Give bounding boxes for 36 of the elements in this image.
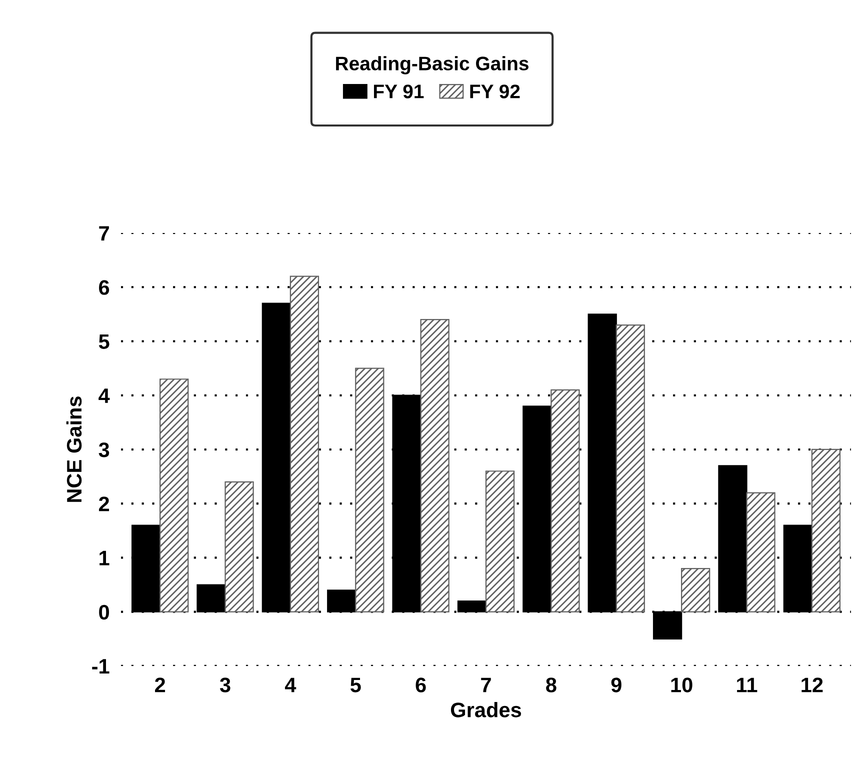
- y-tick-label: 3: [98, 442, 110, 458]
- bar: [160, 378, 189, 612]
- y-axis-title: NCE Gains: [66, 396, 82, 502]
- x-tick-label: 7: [481, 678, 491, 692]
- y-tick-label: 0: [99, 604, 109, 620]
- x-tick-label: 9: [611, 678, 622, 692]
- legend-label: FY 91: [374, 84, 424, 98]
- y-tick-label: 7: [99, 226, 109, 241]
- bar: [811, 448, 841, 612]
- y-tick-label: 4: [98, 388, 110, 403]
- x-tick-label: 10: [671, 678, 692, 692]
- y-tick-label: 1: [100, 550, 110, 566]
- y-tick-label: 2: [98, 496, 110, 512]
- legend-label: FY 92: [470, 84, 520, 98]
- legend-title: Reading-Basic Gains: [336, 56, 528, 74]
- x-tick-label: 2: [155, 678, 166, 692]
- x-tick-label: 11: [737, 678, 758, 692]
- bar: [355, 368, 384, 612]
- x-tick-label: 8: [546, 678, 556, 692]
- bar: [224, 481, 254, 612]
- bar: [616, 324, 645, 612]
- x-tick-label: 6: [416, 678, 426, 692]
- bar: [550, 389, 580, 612]
- y-tick-label: 6: [99, 280, 110, 295]
- bar: [681, 568, 710, 612]
- x-tick-label: 3: [220, 678, 230, 692]
- x-tick-label: 5: [350, 678, 361, 692]
- x-tick-label: 12: [802, 678, 823, 692]
- bar: [746, 492, 776, 612]
- x-tick-label: 4: [284, 678, 296, 692]
- bar: [420, 319, 450, 612]
- bar: [290, 276, 320, 612]
- bar: [485, 470, 515, 612]
- x-axis-title: Grades: [450, 702, 522, 718]
- y-tick-label: -1: [92, 659, 110, 674]
- y-tick-label: 5: [98, 334, 110, 349]
